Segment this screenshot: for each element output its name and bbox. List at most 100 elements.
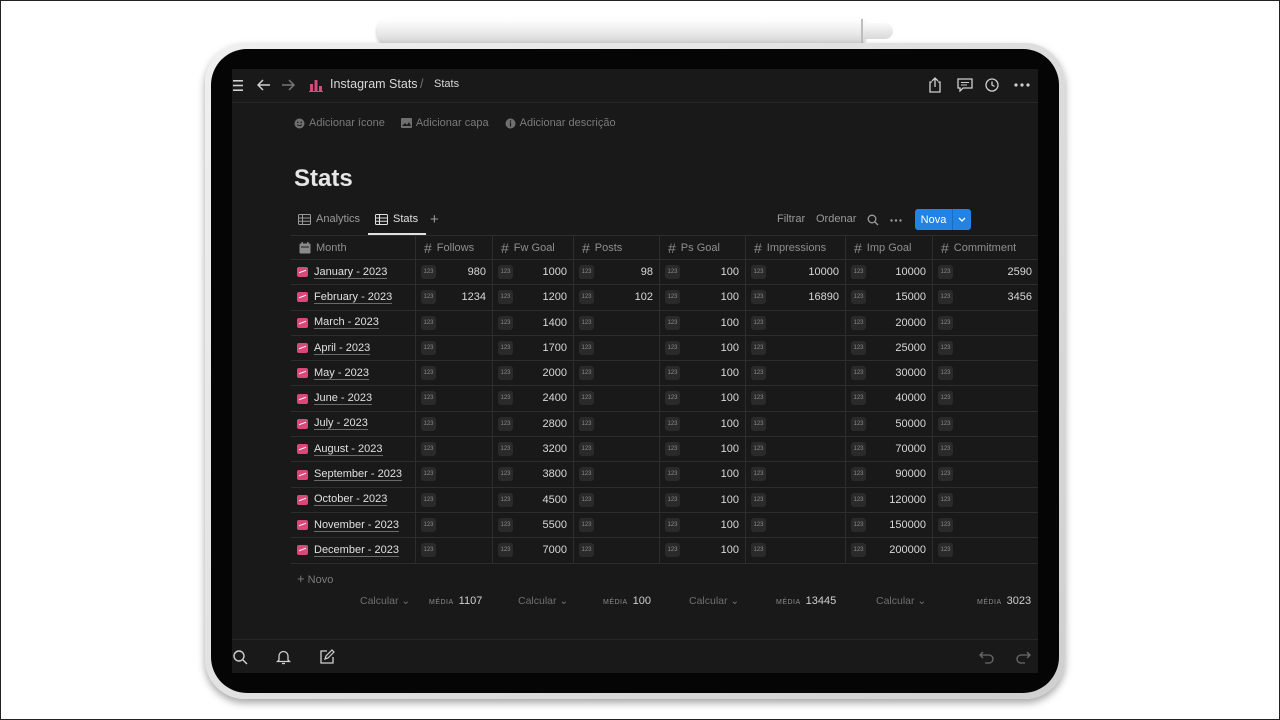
column-header-month[interactable]: Month — [291, 236, 416, 259]
month-cell[interactable]: October - 2023 — [291, 487, 416, 512]
average-follows[interactable]: MÉDIA 1107 — [429, 595, 482, 607]
month-cell[interactable]: June - 2023 — [291, 386, 416, 411]
month-name[interactable]: July - 2023 — [314, 417, 368, 431]
impressions-cell[interactable]: 123 10000 — [746, 260, 846, 285]
menu-icon[interactable] — [232, 78, 244, 92]
filter-button[interactable]: Filtrar — [777, 213, 806, 225]
commitment-cell[interactable]: 123 2590 — [933, 260, 1038, 284]
imp-goal-cell[interactable]: 123 15000 — [846, 285, 933, 310]
imp-goal-cell[interactable]: 123 200000 — [846, 538, 933, 563]
commitment-cell[interactable]: 123 — [933, 437, 1038, 461]
posts-cell[interactable]: 123 — [574, 538, 660, 563]
ps-goal-cell[interactable]: 123 100 — [660, 361, 746, 386]
commitment-cell[interactable]: 123 — [933, 462, 1038, 486]
column-header-ps-goal[interactable]: # Ps Goal — [660, 236, 746, 259]
fw-goal-cell[interactable]: 123 2400 — [493, 386, 574, 411]
table-row[interactable]: September - 2023 123 123 3800 123 123 100 123 12… — [291, 462, 1038, 488]
table-row[interactable]: August - 2023 123 123 3200 123 123 100 123 123 70… — [291, 437, 1038, 463]
calculate-imp-goal[interactable]: Calcular ⌄ — [876, 595, 927, 607]
posts-cell[interactable]: 123 — [574, 462, 660, 487]
add-cover-button[interactable]: Adicionar capa — [400, 117, 489, 129]
month-cell[interactable]: March - 2023 — [291, 310, 416, 335]
redo-icon[interactable] — [1014, 649, 1032, 665]
posts-cell[interactable]: 123 — [574, 335, 660, 361]
month-name[interactable]: February - 2023 — [314, 290, 393, 304]
search-icon[interactable] — [232, 649, 248, 665]
ps-goal-cell[interactable]: 123 100 — [660, 335, 746, 361]
table-row[interactable]: May - 2023 123 123 2000 123 123 100 123 123 30000… — [291, 361, 1038, 387]
month-name[interactable]: August - 2023 — [314, 442, 383, 456]
fw-goal-cell[interactable]: 123 7000 — [493, 538, 574, 563]
calculate-ps-goal[interactable]: Calcular ⌄ — [689, 595, 740, 607]
month-cell[interactable]: November - 2023 — [291, 512, 416, 538]
follows-cell[interactable]: 123 — [416, 411, 493, 437]
table-row[interactable]: June - 2023 123 123 2400 123 123 100 123 123 4000… — [291, 386, 1038, 412]
more-options-icon[interactable] — [1012, 77, 1032, 93]
month-cell[interactable]: December - 2023 — [291, 538, 416, 563]
ps-goal-cell[interactable]: 123 100 — [660, 437, 746, 462]
month-cell[interactable]: May - 2023 — [291, 361, 416, 386]
impressions-cell[interactable]: 123 — [746, 512, 846, 538]
impressions-cell[interactable]: 123 — [746, 462, 846, 487]
ps-goal-cell[interactable]: 123 100 — [660, 285, 746, 310]
table-row[interactable]: December - 2023 123 123 7000 123 123 100 123 123… — [291, 538, 1038, 564]
impressions-cell[interactable]: 123 — [746, 411, 846, 437]
fw-goal-cell[interactable]: 123 3200 — [493, 437, 574, 462]
imp-goal-cell[interactable]: 123 25000 — [846, 335, 933, 361]
chevron-down-icon[interactable] — [952, 209, 971, 230]
follows-cell[interactable]: 123 — [416, 361, 493, 386]
average-commitment[interactable]: MÉDIA 3023 — [977, 595, 1031, 607]
tab-analytics[interactable]: Analytics — [298, 213, 360, 225]
commitment-cell[interactable]: 123 — [933, 538, 1038, 562]
calculate-month[interactable]: Calcular ⌄ — [360, 595, 411, 607]
bell-icon[interactable] — [275, 648, 291, 666]
average-posts[interactable]: MÉDIA 100 — [603, 595, 651, 607]
imp-goal-cell[interactable]: 123 30000 — [846, 361, 933, 386]
average-impressions[interactable]: MÉDIA 13445 — [776, 595, 836, 607]
imp-goal-cell[interactable]: 123 90000 — [846, 462, 933, 487]
month-name[interactable]: January - 2023 — [314, 265, 388, 279]
posts-cell[interactable]: 123 — [574, 487, 660, 512]
calculate-fw-goal[interactable]: Calcular ⌄ — [518, 595, 569, 607]
add-description-button[interactable]: Adicionar descrição — [505, 117, 616, 129]
follows-cell[interactable]: 123 — [416, 462, 493, 487]
month-name[interactable]: December - 2023 — [314, 543, 399, 557]
imp-goal-cell[interactable]: 123 40000 — [846, 386, 933, 411]
follows-cell[interactable]: 123 — [416, 386, 493, 411]
ps-goal-cell[interactable]: 123 100 — [660, 538, 746, 563]
commitment-cell[interactable]: 123 — [933, 513, 1038, 537]
month-name[interactable]: April - 2023 — [314, 341, 371, 355]
commitment-cell[interactable]: 123 — [933, 336, 1038, 360]
month-cell[interactable]: January - 2023 — [291, 260, 416, 285]
table-row[interactable]: April - 2023 123 123 1700 123 123 100 123 123 250… — [291, 335, 1038, 362]
search-icon[interactable] — [866, 213, 880, 227]
sort-button[interactable]: Ordenar — [816, 213, 857, 225]
month-name[interactable]: June - 2023 — [314, 392, 373, 406]
fw-goal-cell[interactable]: 123 2800 — [493, 411, 574, 437]
new-record-button[interactable]: Nova — [915, 209, 971, 230]
month-name[interactable]: November - 2023 — [314, 518, 399, 532]
month-name[interactable]: October - 2023 — [314, 493, 388, 507]
month-name[interactable]: March - 2023 — [314, 316, 379, 330]
posts-cell[interactable]: 123 — [574, 437, 660, 462]
table-row[interactable]: July - 2023 123 123 2800 123 123 100 123 123 5000… — [291, 411, 1038, 438]
ps-goal-cell[interactable]: 123 100 — [660, 487, 746, 512]
compose-icon[interactable] — [318, 648, 336, 666]
share-icon[interactable] — [927, 76, 943, 94]
imp-goal-cell[interactable]: 123 150000 — [846, 512, 933, 538]
posts-cell[interactable]: 123 — [574, 386, 660, 411]
impressions-cell[interactable]: 123 — [746, 538, 846, 563]
table-row[interactable]: February - 2023 123 1234 123 1200 123 102 123 10… — [291, 285, 1038, 311]
column-header-imp-goal[interactable]: # Imp Goal — [846, 236, 933, 259]
fw-goal-cell[interactable]: 123 3800 — [493, 462, 574, 487]
month-name[interactable]: May - 2023 — [314, 366, 370, 380]
follows-cell[interactable]: 123 980 — [416, 260, 493, 285]
imp-goal-cell[interactable]: 123 50000 — [846, 411, 933, 437]
follows-cell[interactable]: 123 1234 — [416, 285, 493, 310]
impressions-cell[interactable]: 123 — [746, 335, 846, 361]
impressions-cell[interactable]: 123 — [746, 310, 846, 335]
column-header-posts[interactable]: # Posts — [574, 236, 660, 259]
impressions-cell[interactable]: 123 — [746, 361, 846, 386]
posts-cell[interactable]: 123 — [574, 310, 660, 335]
posts-cell[interactable]: 123 102 — [574, 285, 660, 310]
